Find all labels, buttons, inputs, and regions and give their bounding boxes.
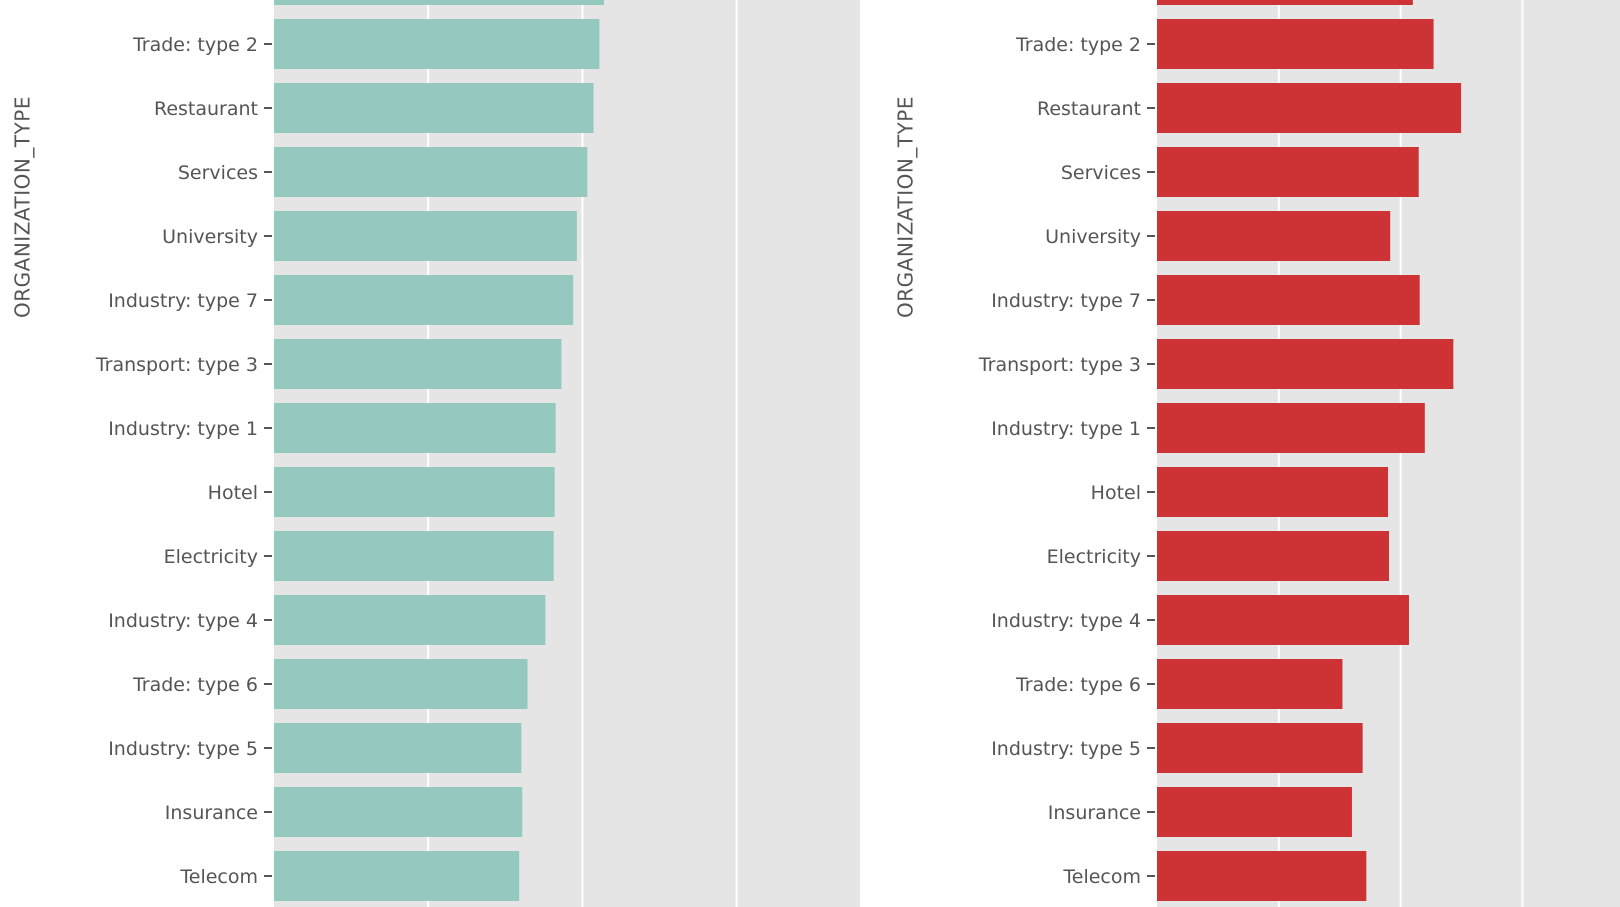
- left-category-label-12: Insurance: [165, 802, 258, 824]
- left-category-label-8: Electricity: [164, 546, 258, 568]
- right-bar-3: [1157, 211, 1391, 261]
- right-category-label-2: Services: [1061, 162, 1141, 184]
- right-bar-1: [1157, 83, 1462, 133]
- right-bar-10: [1157, 659, 1343, 709]
- left-bar-5: [274, 339, 562, 389]
- right-bar-6: [1157, 403, 1425, 453]
- left-category-label-7: Hotel: [208, 482, 258, 504]
- left-bar-12: [274, 787, 523, 837]
- left-category-label-10: Trade: type 6: [132, 674, 258, 696]
- right-bar-5: [1157, 339, 1454, 389]
- right-category-label-9: Industry: type 4: [991, 610, 1141, 632]
- left-bar-0: [274, 19, 600, 69]
- right-bar-9: [1157, 595, 1409, 645]
- left-bar-7: [274, 467, 555, 517]
- left-bar-2: [274, 147, 588, 197]
- right-bar-2: [1157, 147, 1419, 197]
- right-bar-13: [1157, 851, 1367, 901]
- right-panel: Trade: type 2 Restaurant Services Universit…: [894, 0, 1620, 907]
- left-category-label-9: Industry: type 4: [108, 610, 258, 632]
- left-bar-11: [274, 723, 522, 773]
- left-bar-partial: [274, 0, 605, 5]
- left-category-label-11: Industry: type 5: [108, 738, 258, 760]
- right-bar-11: [1157, 723, 1363, 773]
- left-category-label-6: Industry: type 1: [108, 418, 258, 440]
- left-bar-10: [274, 659, 528, 709]
- left-category-label-0: Trade: type 2: [132, 34, 258, 56]
- left-category-label-5: Transport: type 3: [95, 354, 258, 376]
- right-category-label-13: Telecom: [1062, 866, 1141, 888]
- left-category-label-3: University: [162, 226, 258, 248]
- left-category-label-4: Industry: type 7: [108, 290, 258, 312]
- right-category-label-4: Industry: type 7: [991, 290, 1141, 312]
- right-category-label-5: Transport: type 3: [978, 354, 1141, 376]
- right-bar-12: [1157, 787, 1352, 837]
- right-category-label-12: Insurance: [1048, 802, 1141, 824]
- right-category-label-6: Industry: type 1: [991, 418, 1141, 440]
- left-category-label-13: Telecom: [179, 866, 258, 888]
- left-bar-3: [274, 211, 577, 261]
- right-category-label-10: Trade: type 6: [1015, 674, 1141, 696]
- left-category-label-2: Services: [178, 162, 258, 184]
- left-bar-8: [274, 531, 554, 581]
- right-category-label-7: Hotel: [1091, 482, 1141, 504]
- right-category-label-8: Electricity: [1047, 546, 1141, 568]
- left-y-axis-title: ORGANIZATION_TYPE: [11, 96, 35, 318]
- left-bar-13: [274, 851, 520, 901]
- right-bar-7: [1157, 467, 1389, 517]
- right-bar-8: [1157, 531, 1389, 581]
- right-category-label-3: University: [1045, 226, 1141, 248]
- right-category-label-0: Trade: type 2: [1015, 34, 1141, 56]
- right-bar-partial: [1157, 0, 1413, 5]
- left-bar-1: [274, 83, 594, 133]
- left-panel: Trade: type 2 Restaurant Services Universit…: [11, 0, 860, 907]
- right-category-label-11: Industry: type 5: [991, 738, 1141, 760]
- left-category-label-1: Restaurant: [154, 98, 258, 120]
- left-bar-6: [274, 403, 556, 453]
- left-bar-4: [274, 275, 574, 325]
- right-y-axis-title: ORGANIZATION_TYPE: [894, 96, 918, 318]
- right-category-label-1: Restaurant: [1037, 98, 1141, 120]
- right-bar-0: [1157, 19, 1434, 69]
- right-bar-4: [1157, 275, 1420, 325]
- left-bar-9: [274, 595, 546, 645]
